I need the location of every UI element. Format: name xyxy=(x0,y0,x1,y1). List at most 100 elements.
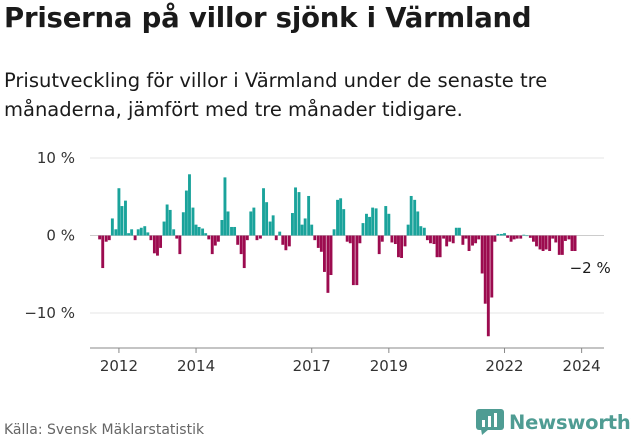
bar xyxy=(281,235,285,245)
bar xyxy=(416,211,420,236)
bar xyxy=(409,195,413,236)
bar xyxy=(371,207,375,236)
bar xyxy=(413,199,417,236)
bar xyxy=(127,233,130,236)
bar xyxy=(162,221,166,236)
bar xyxy=(313,235,317,241)
chart-title: Priserna på villor sjönk i Värmland xyxy=(4,2,532,34)
bar xyxy=(258,235,262,239)
bar xyxy=(191,207,195,236)
bar xyxy=(230,226,233,236)
bar xyxy=(503,233,506,236)
bar xyxy=(435,235,439,258)
bar xyxy=(397,235,400,258)
bar xyxy=(506,235,510,238)
bar xyxy=(464,235,468,239)
annotations: −2 % xyxy=(570,259,611,277)
bar xyxy=(184,190,188,236)
bar xyxy=(124,200,127,236)
bar xyxy=(146,232,150,236)
y-tick-label: −10 % xyxy=(24,304,75,322)
bar xyxy=(139,227,143,236)
bar xyxy=(438,235,442,258)
bar xyxy=(345,235,349,242)
chart-subtitle: Prisutveckling för villor i Värmland und… xyxy=(4,69,548,121)
bar xyxy=(445,235,449,247)
bar xyxy=(172,229,176,236)
x-tick-label: 2019 xyxy=(370,357,408,375)
bar xyxy=(570,235,574,251)
bar xyxy=(519,235,523,239)
bar xyxy=(419,226,423,236)
y-tick-label: 0 % xyxy=(46,227,75,245)
bar xyxy=(107,235,111,241)
bar xyxy=(216,235,220,242)
y-tick-label: 10 % xyxy=(37,149,75,167)
bar xyxy=(480,235,484,274)
bar xyxy=(242,235,246,269)
axes: 10 % 0 % −10 % 2012 2014 2017 2019 2022 2024 xyxy=(24,149,604,375)
bar xyxy=(538,235,542,250)
bar xyxy=(573,235,577,251)
bar xyxy=(531,235,535,242)
bar xyxy=(201,228,205,236)
bar xyxy=(448,235,452,242)
bar xyxy=(342,209,346,236)
bar xyxy=(557,235,561,255)
bar xyxy=(355,235,359,286)
bar-series xyxy=(98,174,577,337)
bar xyxy=(390,235,394,243)
bar xyxy=(332,229,336,236)
bar xyxy=(220,220,224,236)
bar xyxy=(290,213,294,236)
bar xyxy=(512,235,516,240)
bar xyxy=(245,235,249,241)
bar xyxy=(271,215,275,236)
bar xyxy=(554,235,558,243)
bar xyxy=(278,231,282,236)
bar xyxy=(548,235,552,251)
bar xyxy=(104,235,108,242)
bar xyxy=(348,235,352,244)
bar xyxy=(454,227,458,236)
bar xyxy=(165,204,169,236)
bar xyxy=(377,235,381,255)
bar xyxy=(159,235,163,248)
bar xyxy=(114,229,118,236)
source-note: Källa: Svensk Mäklarstatistik xyxy=(4,422,205,438)
bar xyxy=(210,235,214,255)
bar xyxy=(567,235,571,240)
bar xyxy=(525,235,529,237)
bar xyxy=(380,235,384,242)
bar xyxy=(535,235,538,247)
bar xyxy=(425,235,429,241)
bar xyxy=(204,233,208,236)
bar xyxy=(477,235,481,240)
bar xyxy=(496,233,500,236)
brand-name: Newsworthy xyxy=(509,410,631,434)
bar xyxy=(515,235,519,239)
bar xyxy=(528,235,532,238)
bar xyxy=(361,223,365,236)
bar xyxy=(429,235,432,244)
bar xyxy=(403,235,407,247)
bar xyxy=(522,234,526,236)
newsworthy-logo-icon xyxy=(476,409,504,435)
bar xyxy=(471,235,474,246)
bar xyxy=(265,202,269,236)
bar xyxy=(110,218,114,236)
bar xyxy=(233,226,237,236)
x-tick-label: 2022 xyxy=(485,357,523,375)
bar xyxy=(319,235,323,252)
bar xyxy=(268,221,272,236)
bar xyxy=(152,235,156,254)
bar xyxy=(197,226,201,236)
bar xyxy=(136,229,140,236)
bar xyxy=(181,212,185,236)
bar xyxy=(156,235,159,256)
bar xyxy=(358,235,362,244)
bar xyxy=(329,235,333,276)
bar xyxy=(467,235,471,251)
bar xyxy=(168,209,172,236)
